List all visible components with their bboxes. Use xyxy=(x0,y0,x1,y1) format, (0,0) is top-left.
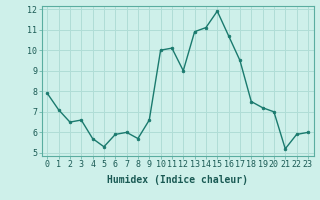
X-axis label: Humidex (Indice chaleur): Humidex (Indice chaleur) xyxy=(107,175,248,185)
